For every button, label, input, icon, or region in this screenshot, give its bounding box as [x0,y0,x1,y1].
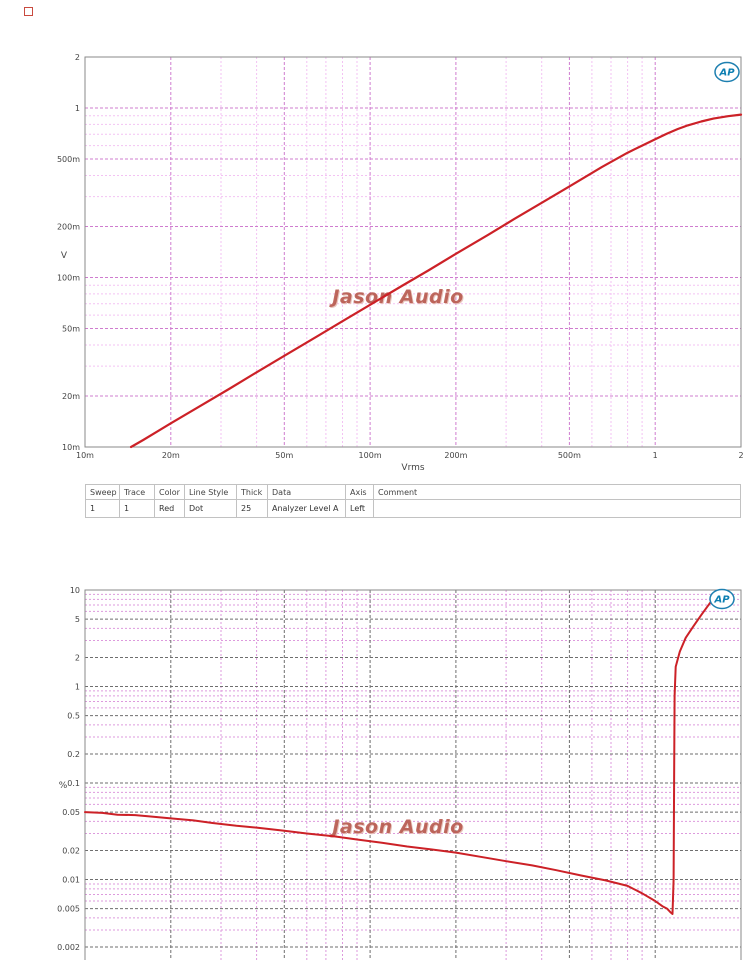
svg-text:Vrms: Vrms [401,463,424,473]
svg-text:10: 10 [70,586,80,595]
svg-text:Jason Audio: Jason Audio [328,816,463,838]
legend-cell-linestyle: Dot [184,499,237,518]
trace-legend-table: Sweep Trace Color Line Style Thick Data … [85,484,741,518]
corner-artifact-icon [24,7,33,16]
svg-text:50m: 50m [62,325,80,334]
legend-header-thick: Thick [236,484,268,500]
legend-header-row: Sweep Trace Color Line Style Thick Data … [85,484,741,500]
thd-sweep-chart: 10 5 2 1 0.5 0.2 0.1 0.05 0.02 0.01 0.005 0.002% Jas… [57,586,742,960]
svg-text:0.002: 0.002 [57,943,80,952]
svg-text:0.2: 0.2 [67,750,80,759]
svg-text:1: 1 [75,683,80,692]
svg-text:0.01: 0.01 [62,876,80,885]
svg-text:100m: 100m [57,274,80,283]
svg-text:10m: 10m [76,451,94,460]
svg-text:2: 2 [75,653,80,662]
legend-header-trace: Trace [119,484,155,500]
svg-text:200m: 200m [57,222,80,231]
trace-legend: Sweep Trace Color Line Style Thick Data … [85,484,741,518]
svg-text:10m: 10m [62,443,80,452]
legend-header-comment: Comment [373,484,741,500]
legend-row: 1 1 Red Dot 25 Analyzer Level A Left [85,499,741,518]
legend-cell-sweep: 1 [85,499,120,518]
svg-text:Jason Audio: Jason Audio [329,287,464,309]
legend-header-linestyle: Line Style [184,484,237,500]
svg-text:1: 1 [75,104,80,113]
svg-text:AP: AP [718,68,735,79]
svg-text:0.1: 0.1 [67,779,80,788]
legend-header-axis: Axis [345,484,374,500]
svg-text:2: 2 [75,53,80,62]
svg-text:Jason Audio: Jason Audio [328,286,463,308]
svg-text:100m: 100m [359,451,382,460]
svg-text:5: 5 [75,615,80,624]
legend-header-data: Data [267,484,346,500]
legend-cell-axis: Left [345,499,374,518]
svg-text:0.05: 0.05 [62,808,80,817]
svg-text:0.5: 0.5 [67,712,80,721]
svg-text:AP: AP [713,595,730,606]
legend-header-color: Color [154,484,185,500]
legend-header-sweep: Sweep [85,484,120,500]
svg-text:500m: 500m [57,155,80,164]
svg-text:20m: 20m [162,451,180,460]
svg-text:50m: 50m [275,451,293,460]
legend-cell-color: Red [154,499,185,518]
svg-text:1: 1 [653,451,658,460]
legend-cell-data: Analyzer Level A [267,499,346,518]
legend-cell-thick: 25 [236,499,268,518]
svg-text:200m: 200m [444,451,467,460]
legend-cell-trace: 1 [119,499,155,518]
svg-text:%: % [59,781,68,791]
svg-text:0.02: 0.02 [62,846,80,855]
legend-cell-comment [373,499,741,518]
svg-text:Jason Audio: Jason Audio [329,817,464,839]
svg-text:0.005: 0.005 [57,905,80,914]
svg-text:20m: 20m [62,392,80,401]
svg-text:V: V [61,251,68,261]
svg-text:2: 2 [738,451,743,460]
svg-text:500m: 500m [558,451,581,460]
